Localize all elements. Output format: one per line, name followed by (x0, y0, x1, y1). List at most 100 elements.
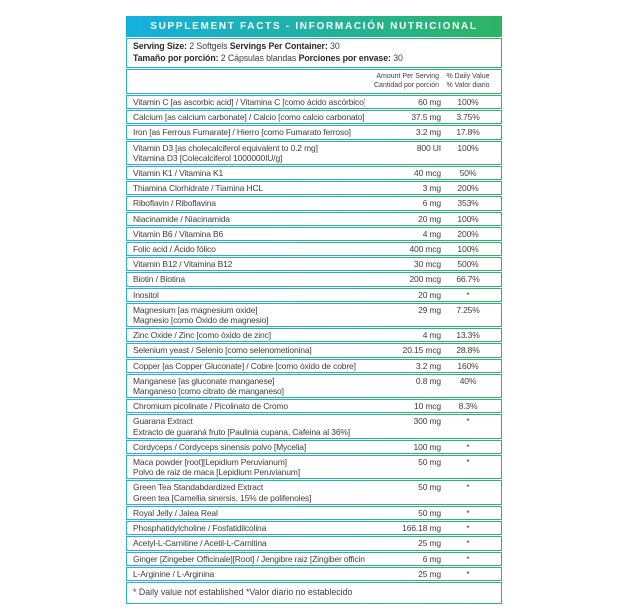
serving-size-value-es: 2 Cápsulas blandas (218, 52, 299, 63)
serving-line-en: Serving Size: 2 Softgels Servings Per Co… (133, 41, 495, 53)
row-label: Copper [as Copper Gluconate] / Cobre [co… (133, 360, 356, 371)
serving-size-label: Serving Size: (133, 41, 187, 51)
servings-per-container-label-es: Porciones por envase: (298, 52, 391, 63)
row-amount: 25 mg (418, 538, 441, 549)
footnote-text: * Daily value not established *Valor dia… (133, 586, 353, 597)
nutrient-row: Calcium [as calcium carbonate] / Calcio … (126, 110, 502, 125)
nutrient-row: Vitamin B12 / Vitamina B12 30 mcg 500% (126, 257, 502, 272)
row-label: Zinc Oxide / Zinc [como óxido de zinc] (133, 330, 271, 341)
row-label: Inositol (133, 289, 159, 300)
row-dv: 200% (457, 183, 479, 194)
nutrient-row: Acetyl-L-Carnitine / Acetil-L-Carnitina … (126, 536, 502, 551)
serving-info-box: Serving Size: 2 Softgels Servings Per Co… (126, 38, 502, 68)
row-dv: 3.75% (456, 112, 480, 123)
nutrient-row: Inositol 20 mg * (126, 287, 502, 302)
serving-line-es: Tamaño por porción: 2 Cápsulas blandas P… (133, 53, 495, 65)
row-amount: 3.2 mg (415, 127, 441, 138)
row-label: Phosphatidylcholine / Fosfatidilcolina (133, 523, 267, 534)
row-amount: 4 mg (422, 228, 441, 239)
row-label: Maca powder [root][Lepidium Peruvianum] P… (133, 457, 300, 478)
row-label: Vitamin B6 / Vitamina B6 (133, 228, 224, 239)
row-dv: 200% (457, 228, 479, 239)
nutrient-row: Niacinamide / Niacinamida 20 mg 100% (126, 211, 502, 226)
row-dv: 13.3% (456, 330, 480, 341)
nutrient-row: Cordyceps / Cordyceps sinensis polvo [My… (126, 439, 502, 455)
row-amount: 6 mg (422, 198, 441, 209)
row-dv: * (466, 523, 470, 534)
dv-header-es: % Valor diario (446, 81, 490, 89)
row-dv: 353% (457, 198, 479, 209)
row-label: Riboflavin / Riboflavina (133, 198, 216, 209)
row-amount: 400 mcg (409, 244, 441, 255)
nutrient-row: Royal Jelly / Jalea Real 50 mg * (126, 505, 502, 521)
row-amount: 3 mg (422, 183, 441, 194)
nutrient-rows: Vitamin C [as ascorbic acid] / Vitamina … (126, 95, 502, 581)
row-dv: 66.7% (456, 274, 480, 285)
row-label: Chromium picolinate / Picolinato de Crom… (133, 401, 288, 412)
row-dv: * (466, 289, 470, 300)
label-title: SUPPLEMENT FACTS - INFORMACIÓN NUTRICION… (150, 21, 478, 32)
row-dv: 17.8% (456, 127, 480, 138)
nutrient-row: Phosphatidylcholine / Fosfatidilcolina 1… (126, 521, 502, 536)
row-amount: 29 mg (418, 304, 441, 315)
row-dv: 8.3% (458, 401, 478, 412)
row-amount: 100 mg (413, 441, 442, 452)
nutrient-row: Manganese [as gluconate manganese] Mangan… (126, 373, 502, 399)
row-amount: 20.15 mcg (402, 345, 441, 356)
row-label: L-Arginine / L-Arginina (133, 568, 215, 579)
nutrient-row: L-Arginine / L-Arginina 25 mg * (126, 566, 502, 581)
nutrient-row: Selenium yeast / Selenio [como selenomet… (126, 343, 502, 358)
row-amount: 10 mcg (414, 401, 441, 412)
row-amount: 37.5 mg (411, 112, 441, 123)
row-amount: 0.8 mg (415, 375, 441, 386)
row-amount: 200 mcg (409, 274, 441, 285)
row-dv: * (466, 568, 470, 579)
nutrient-row: Riboflavin / Riboflavina 6 mg 353% (126, 196, 502, 211)
row-amount: 166.18 mg (402, 523, 441, 534)
nutrient-row: Zinc Oxide / Zinc [como óxido de zinc] 4… (126, 328, 502, 343)
amount-header-en: Amount Per Serving (376, 73, 439, 80)
nutrient-row: Vitamin B6 / Vitamina B6 4 mg 200% (126, 226, 502, 242)
nutrient-row: Vitamin C [as ascorbic acid] / Vitamina … (126, 95, 502, 110)
row-label: Ginger [Zingeber Officinale][Root] / Jen… (133, 553, 365, 564)
row-label: Folic acid / Ácido fólico (133, 244, 216, 255)
row-amount: 800 UI (416, 142, 441, 153)
row-label: Iron [as Ferrous Fumarate] / Hierro [com… (133, 127, 351, 138)
row-amount: 4 mg (422, 330, 441, 341)
row-label: Calcium [as calcium carbonate] / Calcio … (133, 112, 365, 123)
amount-header-es: Cantidad por porción (374, 81, 439, 89)
row-label: Cordyceps / Cordyceps sinensis polvo [My… (133, 441, 307, 452)
row-dv: 160% (457, 360, 479, 371)
row-label: Vitamin D3 [as cholecalciferol equivalen… (133, 142, 318, 163)
row-dv: * (466, 482, 470, 493)
column-headers-box: Amount Per Serving Cantidad por porción … (126, 69, 502, 94)
row-label: Guarana Extract Extracto de guaraná fruto… (133, 416, 351, 437)
row-label: Magnesium [as magnesium oxide] Magnesio [… (133, 304, 269, 326)
row-amount: 50 mg (418, 457, 441, 468)
row-dv: 100% (457, 142, 479, 153)
nutrient-row: Thiamina Clorhidrate / Tiamina HCL 3 mg … (126, 181, 502, 196)
servings-per-container-value-es: 30 (390, 52, 403, 63)
footnote-box: * Daily value not established *Valor dia… (126, 581, 502, 604)
row-dv: * (466, 538, 470, 549)
nutrient-row: Chromium picolinate / Picolinato de Crom… (126, 399, 502, 414)
servings-per-container-value: 30 (327, 41, 340, 51)
supplement-facts-label: SUPPLEMENT FACTS - INFORMACIÓN NUTRICION… (126, 16, 502, 604)
nutrient-row: Ginger [Zingeber Officinale][Root] / Jen… (126, 551, 502, 566)
nutrient-row: Green Tea Standabdardized Extract Green t… (126, 480, 502, 505)
row-amount: 300 mg (413, 416, 442, 427)
row-dv: * (466, 507, 470, 518)
row-dv: 500% (457, 259, 479, 270)
row-amount: 20 mg (418, 289, 441, 300)
row-amount: 50 mg (418, 507, 441, 518)
row-label: Selenium yeast / Selenio [como selenomet… (133, 345, 312, 356)
row-dv: * (466, 441, 470, 452)
row-dv: 7.25% (456, 304, 480, 315)
nutrient-row: Copper [as Copper Gluconate] / Cobre [co… (126, 358, 502, 373)
serving-size-value: 2 Softgels (186, 41, 230, 51)
row-label: Green Tea Standabdardized Extract Green t… (133, 482, 312, 503)
nutrient-row: Vitamin K1 / Vitamina K1 40 mcg 50% (126, 166, 502, 181)
daily-value-column-header: % Daily Value % Valor diario (441, 73, 495, 90)
row-dv: 28.8% (456, 345, 480, 356)
row-label: Royal Jelly / Jalea Real (133, 507, 218, 518)
